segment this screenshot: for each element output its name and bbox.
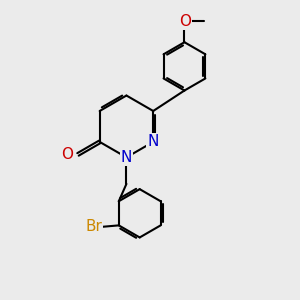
Text: O: O [179, 14, 191, 28]
Text: N: N [121, 150, 132, 165]
Text: N: N [148, 134, 159, 149]
Text: Br: Br [85, 219, 102, 234]
Text: O: O [61, 147, 74, 162]
